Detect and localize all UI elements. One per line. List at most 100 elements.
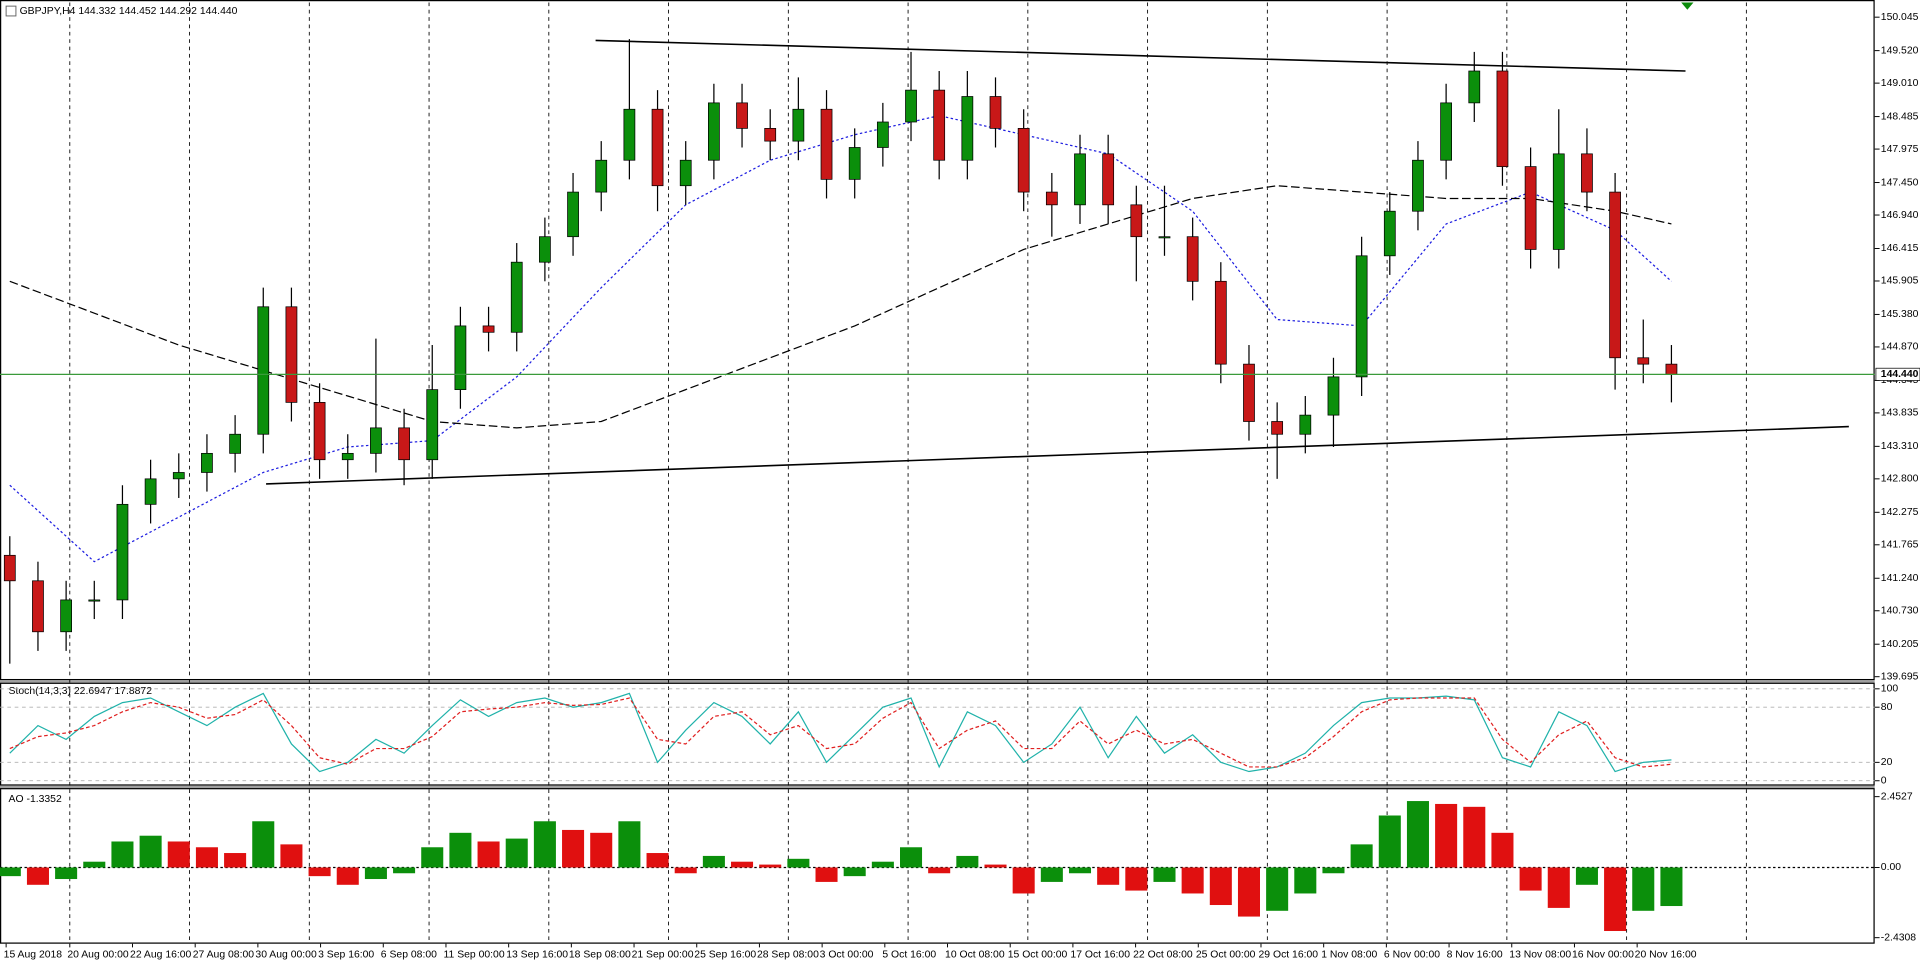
ao-bar: [1378, 815, 1401, 868]
ao-bar: [167, 841, 190, 868]
ao-bar: [449, 832, 472, 868]
candle-body: [1186, 236, 1199, 282]
y-tick-label: 141.765: [1881, 540, 1919, 551]
candle-body: [1383, 210, 1396, 257]
candle-body: [764, 128, 777, 142]
y-tick-label: 141.240: [1881, 573, 1919, 584]
panel-separator: [0, 785, 1875, 789]
candle-body: [144, 478, 157, 505]
ao-bar: [1575, 867, 1598, 885]
y-tick-label: 149.010: [1881, 78, 1919, 89]
y-tick-label: 146.940: [1881, 210, 1919, 221]
ao-bar: [280, 844, 303, 868]
ao-bar: [787, 858, 810, 868]
ao-bar: [1125, 867, 1148, 891]
ao-bar: [1519, 867, 1542, 891]
candle-body: [736, 102, 748, 129]
candle-body: [1468, 70, 1481, 104]
candle-body: [933, 89, 946, 161]
y-tick-label: 139.695: [1881, 671, 1919, 682]
ao-bar: [1012, 867, 1035, 894]
x-tick-label: 28 Sep 08:00: [757, 949, 819, 960]
candle-body: [1243, 363, 1255, 422]
candle-body: [229, 433, 241, 454]
y-tick-label: 145.380: [1881, 309, 1919, 320]
candle-body: [172, 472, 185, 480]
candle-body: [1609, 191, 1621, 359]
ao-bar: [843, 867, 866, 877]
x-tick-label: 27 Aug 08:00: [193, 949, 255, 960]
candle-body: [1074, 153, 1086, 206]
ao-bar: [0, 867, 21, 877]
y-tick-label: 145.905: [1881, 276, 1919, 287]
x-tick-label: 6 Nov 00:00: [1384, 949, 1440, 960]
candle-body: [848, 147, 861, 180]
candle-body: [679, 159, 692, 187]
price-label-box: [1875, 367, 1920, 381]
candle-body: [201, 452, 213, 473]
ao-bar: [731, 861, 754, 868]
panel-separator: [0, 680, 1875, 683]
ao-bar: [1322, 867, 1345, 874]
candle-body: [1045, 191, 1058, 206]
x-tick-label: 21 Sep 00:00: [632, 949, 694, 960]
ao-bar: [562, 829, 585, 868]
candle-body: [3, 554, 16, 582]
y-tick-label: 148.485: [1881, 111, 1919, 122]
x-tick-label: 3 Oct 00:00: [820, 949, 874, 960]
ao-bar: [421, 847, 444, 868]
ao-bar: [1632, 867, 1655, 911]
ao-bar: [618, 821, 641, 868]
shift-marker: [1681, 2, 1694, 10]
trendline: [266, 425, 1849, 485]
ao-bar: [928, 867, 951, 874]
ao-bar: [815, 867, 838, 882]
y-tick-label: 80: [1881, 702, 1893, 713]
y-tick-label: 0.00: [1881, 862, 1901, 873]
x-tick-label: 11 Sep 00:00: [444, 949, 505, 960]
x-tick-label: 6 Sep 08:00: [381, 949, 437, 960]
x-tick-label: 20 Aug 00:00: [67, 949, 129, 960]
candle-body: [60, 599, 72, 633]
x-tick-label: 22 Aug 16:00: [130, 949, 192, 960]
ao-bar: [1237, 867, 1260, 917]
y-tick-label: 150.045: [1881, 12, 1919, 23]
ao-bar: [1463, 806, 1486, 868]
candle-body: [1412, 159, 1424, 212]
moving-average: [9, 114, 1672, 563]
ao-panel-frame: [0, 788, 1875, 944]
y-tick-label: 144.870: [1881, 342, 1919, 353]
x-tick-label: 13 Sep 16:00: [506, 949, 568, 960]
stoch-line: [9, 692, 1672, 773]
candle-body: [1524, 166, 1537, 250]
main-panel-frame: [0, 0, 1875, 681]
candle-body: [623, 108, 636, 161]
x-tick-label: 17 Oct 16:00: [1070, 949, 1130, 960]
ao-bar: [1097, 867, 1120, 885]
ao-bar: [674, 867, 697, 874]
candle-body: [482, 325, 495, 333]
stoch-line: [9, 697, 1672, 768]
x-tick-label: 29 Oct 16:00: [1259, 949, 1319, 960]
ao-bar: [1068, 867, 1092, 874]
candle-body: [1327, 376, 1340, 416]
y-tick-label: 146.415: [1881, 243, 1919, 254]
y-tick-label: -2.4308: [1881, 932, 1916, 943]
candle-body: [88, 599, 101, 602]
ao-bar: [111, 841, 134, 868]
candle-body: [370, 427, 382, 454]
candle-body: [567, 191, 579, 238]
ao-bar: [1040, 867, 1063, 882]
ao-bar: [477, 841, 500, 868]
candle-body: [651, 108, 664, 187]
y-tick-label: 140.205: [1881, 639, 1919, 650]
ao-bar: [984, 864, 1007, 868]
ao-bar: [871, 861, 894, 868]
candle-body: [285, 306, 298, 403]
x-tick-label: 10 Oct 08:00: [945, 949, 1005, 960]
ao-bar: [1660, 867, 1683, 907]
ao-bar: [252, 821, 275, 868]
ao-bar: [1547, 867, 1570, 908]
x-tick-label: 25 Oct 00:00: [1196, 949, 1256, 960]
candle-body: [510, 261, 523, 333]
